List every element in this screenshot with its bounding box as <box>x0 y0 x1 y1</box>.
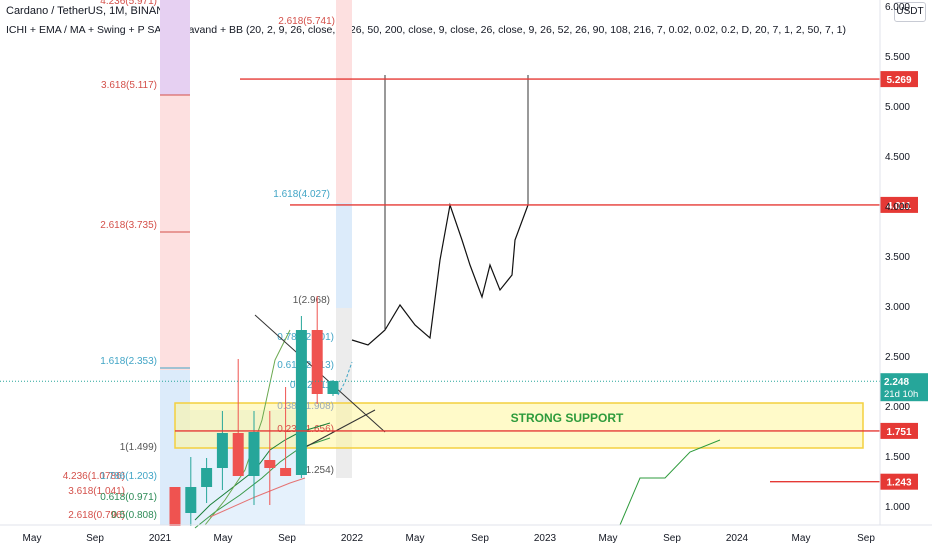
candle <box>264 411 276 505</box>
candle-body <box>201 468 213 487</box>
candle-body <box>216 433 228 468</box>
candle-body <box>169 487 181 526</box>
candle <box>327 380 339 396</box>
fib-col-pink <box>336 0 352 203</box>
level-badge <box>880 196 918 213</box>
fib-label: 0.618(0.971) <box>100 492 157 503</box>
countdown-label: 21d 10h <box>884 389 918 400</box>
price-tick-label: 3.500 <box>885 252 910 263</box>
price-tick-label: 1.500 <box>885 452 910 463</box>
support-zone <box>174 402 864 449</box>
candle-body <box>185 487 197 513</box>
support-zone-label: STRONG SUPPORT <box>511 411 624 425</box>
candle-body <box>327 381 339 394</box>
candle <box>232 359 244 476</box>
time-tick-label: 2023 <box>534 533 557 544</box>
candle-body <box>232 433 244 476</box>
fib-label: 0.5(0.808) <box>111 510 157 521</box>
candle <box>169 487 181 526</box>
level-badge-label: 4.011 <box>887 201 912 212</box>
time-tick-label: May <box>599 533 618 544</box>
level-badge <box>880 473 918 490</box>
fib-label: 1.618(2.353) <box>100 356 157 367</box>
last-price-badge <box>880 373 928 402</box>
fib-label: 2.618(0.796) <box>68 510 125 521</box>
fib-label: 1(2.968) <box>293 295 330 306</box>
fib-label: 2.618(5.741) <box>278 16 335 27</box>
candle <box>311 296 323 404</box>
fib-label: 4.236(1.0786) <box>63 471 125 482</box>
fib-band-violet <box>160 0 190 95</box>
candle-body <box>295 330 307 475</box>
level-badge <box>880 422 918 439</box>
currency-button[interactable]: USDT <box>894 2 926 22</box>
price-tick-label: 5.500 <box>885 52 910 63</box>
last-price-label: 2.248 <box>884 377 909 388</box>
candle-body <box>280 468 292 476</box>
candle-body <box>264 460 276 468</box>
time-tick-label: 2024 <box>726 533 749 544</box>
sar-line <box>209 477 306 518</box>
fib-label: 2.618(3.735) <box>100 220 157 231</box>
projection-path <box>351 202 529 346</box>
level-badge-label: 1.751 <box>886 427 911 438</box>
price-tick-label: 3.000 <box>885 302 910 313</box>
time-tick-label: Sep <box>471 533 489 544</box>
fib-label: 4.236(5.971) <box>100 0 157 7</box>
time-tick-label: May <box>23 533 42 544</box>
candle <box>248 411 260 505</box>
time-tick-label: Sep <box>86 533 104 544</box>
time-tick-label: May <box>792 533 811 544</box>
swing-line <box>619 439 721 526</box>
price-tick-label: 4.500 <box>885 152 910 163</box>
fib-label: 3.618(5.117) <box>101 80 157 91</box>
time-tick-label: 2022 <box>341 533 364 544</box>
price-tick-label: 4.000 <box>885 202 910 213</box>
time-tick-label: Sep <box>857 533 875 544</box>
price-tick-label: 1.000 <box>885 502 910 513</box>
time-tick-label: 2021 <box>149 533 172 544</box>
time-tick-label: May <box>214 533 233 544</box>
candle <box>185 457 197 526</box>
candle <box>295 316 307 478</box>
level-badge-label: 5.269 <box>886 75 911 86</box>
candle-body <box>311 330 323 394</box>
price-tick-label: 2.000 <box>885 402 910 413</box>
time-tick-label: May <box>406 533 425 544</box>
price-tick-label: 2.500 <box>885 352 910 363</box>
indicators-line[interactable]: ICHI + EMA / MA + Swing + P SAR + Ravand… <box>6 24 847 36</box>
level-badge-label: 1.243 <box>886 478 911 489</box>
price-tick-label: 6.000 <box>885 2 910 13</box>
level-badge <box>880 71 918 88</box>
fib-label: 3.618(1.041) <box>68 486 125 497</box>
candle-body <box>248 432 260 476</box>
fib-label: 1(1.499) <box>120 442 157 453</box>
candle <box>216 411 228 490</box>
symbol-line: Cardano / TetherUS, 1M, BINANCE <box>6 5 180 17</box>
fib-label: 0(1.254) <box>297 465 334 476</box>
fib-label: 1.786(1.203) <box>100 471 157 482</box>
fib-label: 1.618(4.027) <box>273 189 330 200</box>
fib-col-blue <box>336 203 352 308</box>
price-tick-label: 5.000 <box>885 102 910 113</box>
time-tick-label: Sep <box>663 533 681 544</box>
candle <box>201 458 213 503</box>
trend-line-up <box>299 409 376 451</box>
time-tick-label: Sep <box>278 533 296 544</box>
